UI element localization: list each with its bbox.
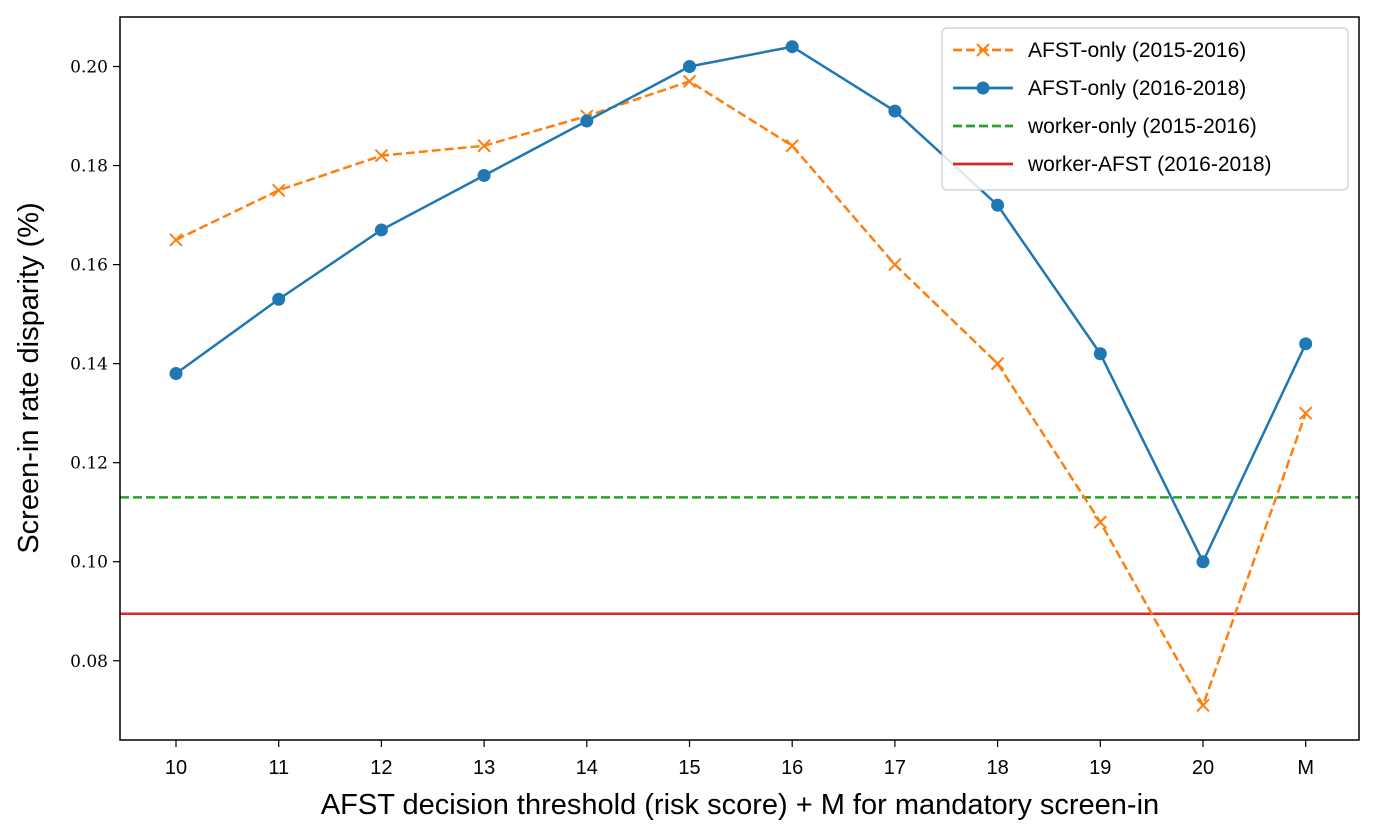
data-point-series-0 xyxy=(888,257,902,272)
legend-marker-1 xyxy=(976,81,990,95)
y-tick-label: 0.08 xyxy=(70,652,108,672)
data-point-series-0 xyxy=(1196,698,1210,713)
data-point-series-1 xyxy=(785,40,799,54)
data-point-series-1 xyxy=(683,60,696,74)
legend-marker-0 xyxy=(976,43,990,57)
y-tick-label: 0.20 xyxy=(70,58,108,78)
x-tick-label: 12 xyxy=(370,757,392,779)
data-point-series-1 xyxy=(888,104,902,118)
data-point-series-0 xyxy=(169,233,183,247)
x-tick-label: 18 xyxy=(986,757,1008,779)
data-point-series-1 xyxy=(1093,347,1107,361)
data-point-series-0 xyxy=(271,183,286,198)
data-point-series-1 xyxy=(1196,555,1210,569)
data-point-series-0 xyxy=(1298,406,1313,420)
x-axis-ticks: 10 11 12 13 14 15 16 17 18 19 20 M xyxy=(165,740,1314,779)
data-point-series-0 xyxy=(682,74,697,89)
data-point-series-1 xyxy=(169,367,183,381)
x-axis-title: AFST decision threshold (risk score) + M… xyxy=(321,789,1159,821)
y-tick-label: 0.14 xyxy=(70,355,108,375)
data-point-series-1 xyxy=(272,292,286,306)
y-tick-label: 0.12 xyxy=(70,454,108,474)
x-tick-label: 17 xyxy=(884,757,906,779)
y-tick-label: 0.10 xyxy=(70,553,108,573)
x-tick-label: M xyxy=(1297,757,1314,779)
legend-label-3: worker-AFST (2016-2018) xyxy=(1027,153,1272,176)
legend: AFST-only (2015-2016) AFST-only (2016-201… xyxy=(941,27,1349,191)
x-tick-label: 11 xyxy=(268,757,289,779)
data-point-series-1 xyxy=(1299,337,1313,351)
y-axis-ticks: 0.08 0.10 0.12 0.14 0.16 0.18 0.20 xyxy=(70,58,120,672)
data-point-series-0 xyxy=(785,139,799,153)
legend-box xyxy=(941,27,1349,191)
series-line-1 xyxy=(175,45,1307,563)
legend-label-1: AFST-only (2016-2018) xyxy=(1028,77,1246,100)
y-tick-label: 0.16 xyxy=(70,256,108,276)
data-point-series-1 xyxy=(991,198,1005,212)
y-tick-label: 0.18 xyxy=(70,157,108,177)
plot-area xyxy=(120,40,1359,713)
data-point-series-0 xyxy=(374,148,389,163)
data-point-series-0 xyxy=(1093,515,1108,529)
legend-label-0: AFST-only (2015-2016) xyxy=(1028,39,1246,62)
x-tick-label: 13 xyxy=(473,757,495,779)
x-tick-label: 10 xyxy=(165,757,187,779)
data-point-series-1 xyxy=(580,114,594,128)
data-point-series-0 xyxy=(477,139,491,153)
y-axis-title: Screen-in rate disparity (%) xyxy=(13,202,45,553)
x-tick-label: 20 xyxy=(1192,757,1214,779)
data-point-series-0 xyxy=(990,356,1005,371)
data-point-series-1 xyxy=(374,223,388,237)
plot-frame xyxy=(119,16,1360,741)
x-tick-label: 19 xyxy=(1089,757,1111,779)
x-tick-label: 16 xyxy=(781,757,803,779)
data-point-series-1 xyxy=(477,168,491,182)
legend-label-2: worker-only (2015-2016) xyxy=(1027,115,1257,138)
x-tick-label: 14 xyxy=(576,757,598,779)
x-tick-label: 15 xyxy=(678,757,700,779)
series-line-0 xyxy=(175,80,1307,707)
